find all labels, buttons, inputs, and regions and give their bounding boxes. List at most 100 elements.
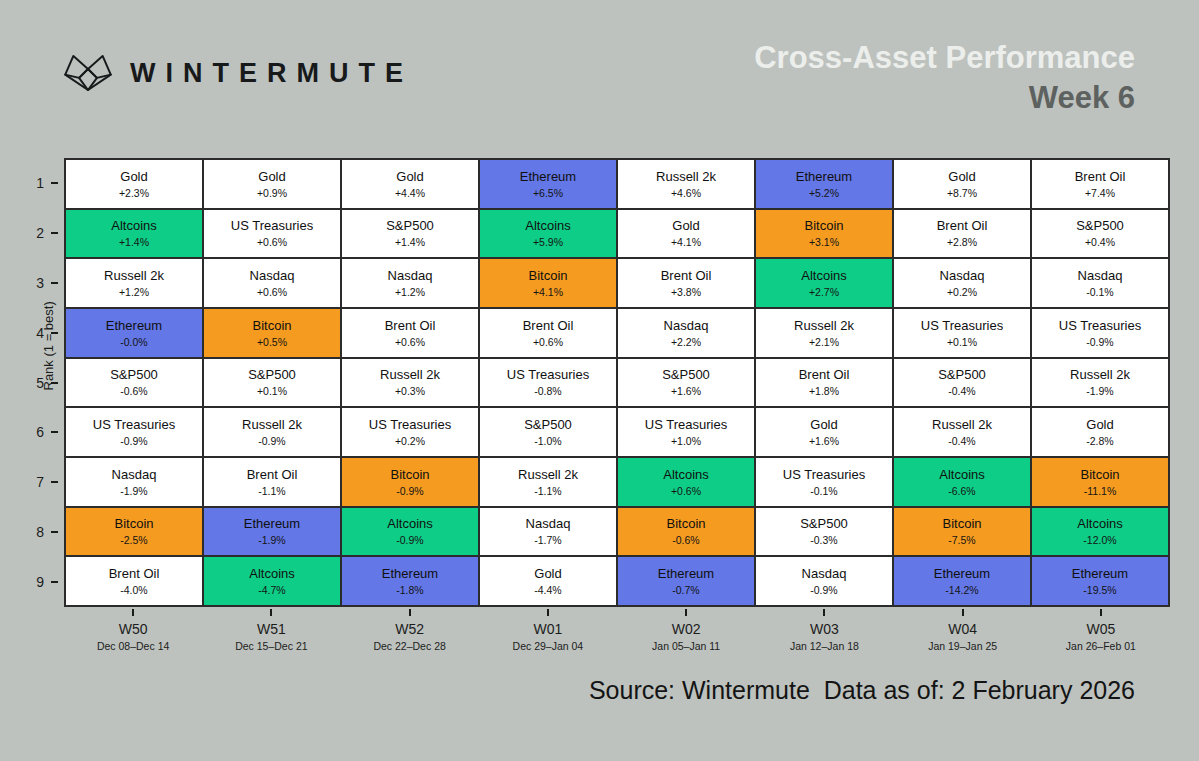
rank-tick-label: 1 (36, 175, 44, 191)
cell-asset-label: Nasdaq (388, 268, 433, 283)
cell-asset-label: Ethereum (1072, 566, 1128, 581)
week-code: W50 (97, 621, 169, 637)
cell-change-value: +1.0% (671, 435, 701, 447)
cell-asset-label: Bitcoin (804, 218, 843, 233)
cell-change-value: -0.0% (120, 336, 147, 348)
cell-asset-label: US Treasuries (93, 417, 175, 432)
cell-change-value: -1.9% (258, 534, 285, 546)
grid-cell: Brent Oil+7.4% (1032, 160, 1168, 208)
cell-asset-label: US Treasuries (921, 318, 1003, 333)
cell-change-value: +0.6% (533, 336, 563, 348)
rank-tick-mark (51, 182, 58, 184)
cell-asset-label: Altcoins (387, 516, 433, 531)
cell-change-value: +0.5% (257, 336, 287, 348)
cell-change-value: +2.2% (671, 336, 701, 348)
rank-tick-label: 7 (36, 474, 44, 490)
week-tick-mark (962, 609, 964, 616)
week-tick-label: W03Jan 12–Jan 18 (790, 621, 859, 652)
grid-cell: Brent Oil+2.8% (894, 210, 1030, 258)
cell-change-value: -0.1% (1086, 286, 1113, 298)
grid-cell: Gold-2.8% (1032, 408, 1168, 456)
cell-asset-label: Bitcoin (942, 516, 981, 531)
week-tick-mark (547, 609, 549, 616)
cell-asset-label: Russell 2k (380, 367, 440, 382)
cell-change-value: -0.9% (396, 534, 423, 546)
cell-change-value: +2.7% (809, 286, 839, 298)
cell-asset-label: Nasdaq (526, 516, 571, 531)
cell-change-value: +2.1% (809, 336, 839, 348)
cell-change-value: -2.5% (120, 534, 147, 546)
cell-asset-label: Altcoins (663, 467, 709, 482)
grid-cell: Bitcoin+0.5% (204, 309, 340, 357)
cell-change-value: +1.8% (809, 385, 839, 397)
week-date-range: Dec 08–Dec 14 (97, 640, 169, 652)
cell-change-value: -0.9% (1086, 336, 1113, 348)
cell-change-value: -4.4% (534, 584, 561, 596)
cell-asset-label: US Treasuries (1059, 318, 1141, 333)
cell-change-value: +0.6% (395, 336, 425, 348)
cell-change-value: -0.4% (948, 435, 975, 447)
week-tick-label: W01Dec 29–Jan 04 (513, 621, 584, 652)
cell-asset-label: Gold (810, 417, 837, 432)
week-tick-label: W51Dec 15–Dec 21 (235, 621, 307, 652)
cell-change-value: +3.1% (809, 236, 839, 248)
week-tick-label: W52 Dec 22–Dec 28 (373, 621, 445, 652)
week-code: W01 (513, 621, 584, 637)
cell-asset-label: US Treasuries (231, 218, 313, 233)
week-tick-label: W02Jan 05–Jan 11 (652, 621, 720, 652)
cell-asset-label: Bitcoin (390, 467, 429, 482)
cell-asset-label: Gold (534, 566, 561, 581)
cell-change-value: +1.4% (395, 236, 425, 248)
week-date-range: Dec 22–Dec 28 (373, 640, 445, 652)
cell-change-value: -0.9% (810, 584, 837, 596)
grid-cell: S&P500-0.3% (756, 508, 892, 556)
cell-asset-label: Gold (948, 169, 975, 184)
rank-tick-label: 3 (36, 275, 44, 291)
grid-cell: Altcoins+5.9% (480, 210, 616, 258)
grid-cell: US Treasuries+0.6% (204, 210, 340, 258)
cell-asset-label: Brent Oil (109, 566, 160, 581)
cell-change-value: +4.4% (395, 187, 425, 199)
cell-asset-label: Nasdaq (940, 268, 985, 283)
grid-cell: Russell 2k+4.6% (618, 160, 754, 208)
rank-tick-mark (51, 232, 58, 234)
grid-cell: Altcoins-4.7% (204, 557, 340, 605)
grid-cell: Ethereum -19.5% (1032, 557, 1168, 605)
cell-asset-label: Russell 2k (794, 318, 854, 333)
cell-asset-label: Brent Oil (799, 367, 850, 382)
source-note: Source: Wintermute Data as of: 2 Februar… (589, 676, 1135, 705)
cell-change-value: -1.9% (1086, 385, 1113, 397)
cell-change-value: -19.5% (1083, 584, 1116, 596)
cell-change-value: -0.9% (258, 435, 285, 447)
rank-tick-mark (51, 332, 58, 334)
grid-cell: Nasdaq+0.2% (894, 259, 1030, 307)
grid-cell: Brent Oil-4.0% (66, 557, 202, 605)
cell-asset-label: US Treasuries (645, 417, 727, 432)
grid-cell: S&P500+1.6% (618, 359, 754, 407)
rank-grid: Gold+2.3%Gold+0.9%Gold+4.4%Ethereum+6.5%… (64, 158, 1170, 607)
week-date-range: Jan 05–Jan 11 (652, 640, 720, 652)
grid-cell: Altcoins +2.7% (756, 259, 892, 307)
grid-cell: Altcoins-6.6% (894, 458, 1030, 506)
cell-asset-label: Nasdaq (802, 566, 847, 581)
grid-cell: US Treasuries+0.2% (342, 408, 478, 456)
week-tick-mark (685, 609, 687, 616)
cell-change-value: +1.4% (119, 236, 149, 248)
grid-cell: US Treasuries-0.8% (480, 359, 616, 407)
cell-change-value: -2.8% (1086, 435, 1113, 447)
grid-cell: Bitcoin-11.1% (1032, 458, 1168, 506)
cell-asset-label: Altcoins (801, 268, 847, 283)
cell-asset-label: Nasdaq (112, 467, 157, 482)
grid-cell: Altcoins -0.9% (342, 508, 478, 556)
rank-tick-label: 2 (36, 225, 44, 241)
grid-cell: Bitcoin-7.5% (894, 508, 1030, 556)
grid-cell: S&P500-0.6% (66, 359, 202, 407)
grid-cell: Gold+4.1% (618, 210, 754, 258)
grid-cell: Nasdaq -0.9% (756, 557, 892, 605)
week-code: W52 (373, 621, 445, 637)
cell-asset-label: S&P500 (524, 417, 572, 432)
cell-change-value: +1.2% (119, 286, 149, 298)
cell-asset-label: Bitcoin (1080, 467, 1119, 482)
cell-change-value: -1.1% (534, 485, 561, 497)
brand: WINTERMUTE (62, 52, 413, 94)
